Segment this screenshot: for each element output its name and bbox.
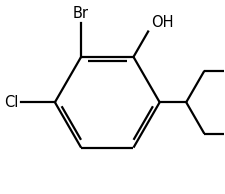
Text: Br: Br [73, 6, 89, 21]
Text: Cl: Cl [4, 95, 18, 110]
Text: OH: OH [150, 15, 173, 30]
